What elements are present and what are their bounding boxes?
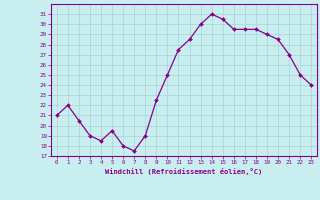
X-axis label: Windchill (Refroidissement éolien,°C): Windchill (Refroidissement éolien,°C)	[105, 168, 263, 175]
